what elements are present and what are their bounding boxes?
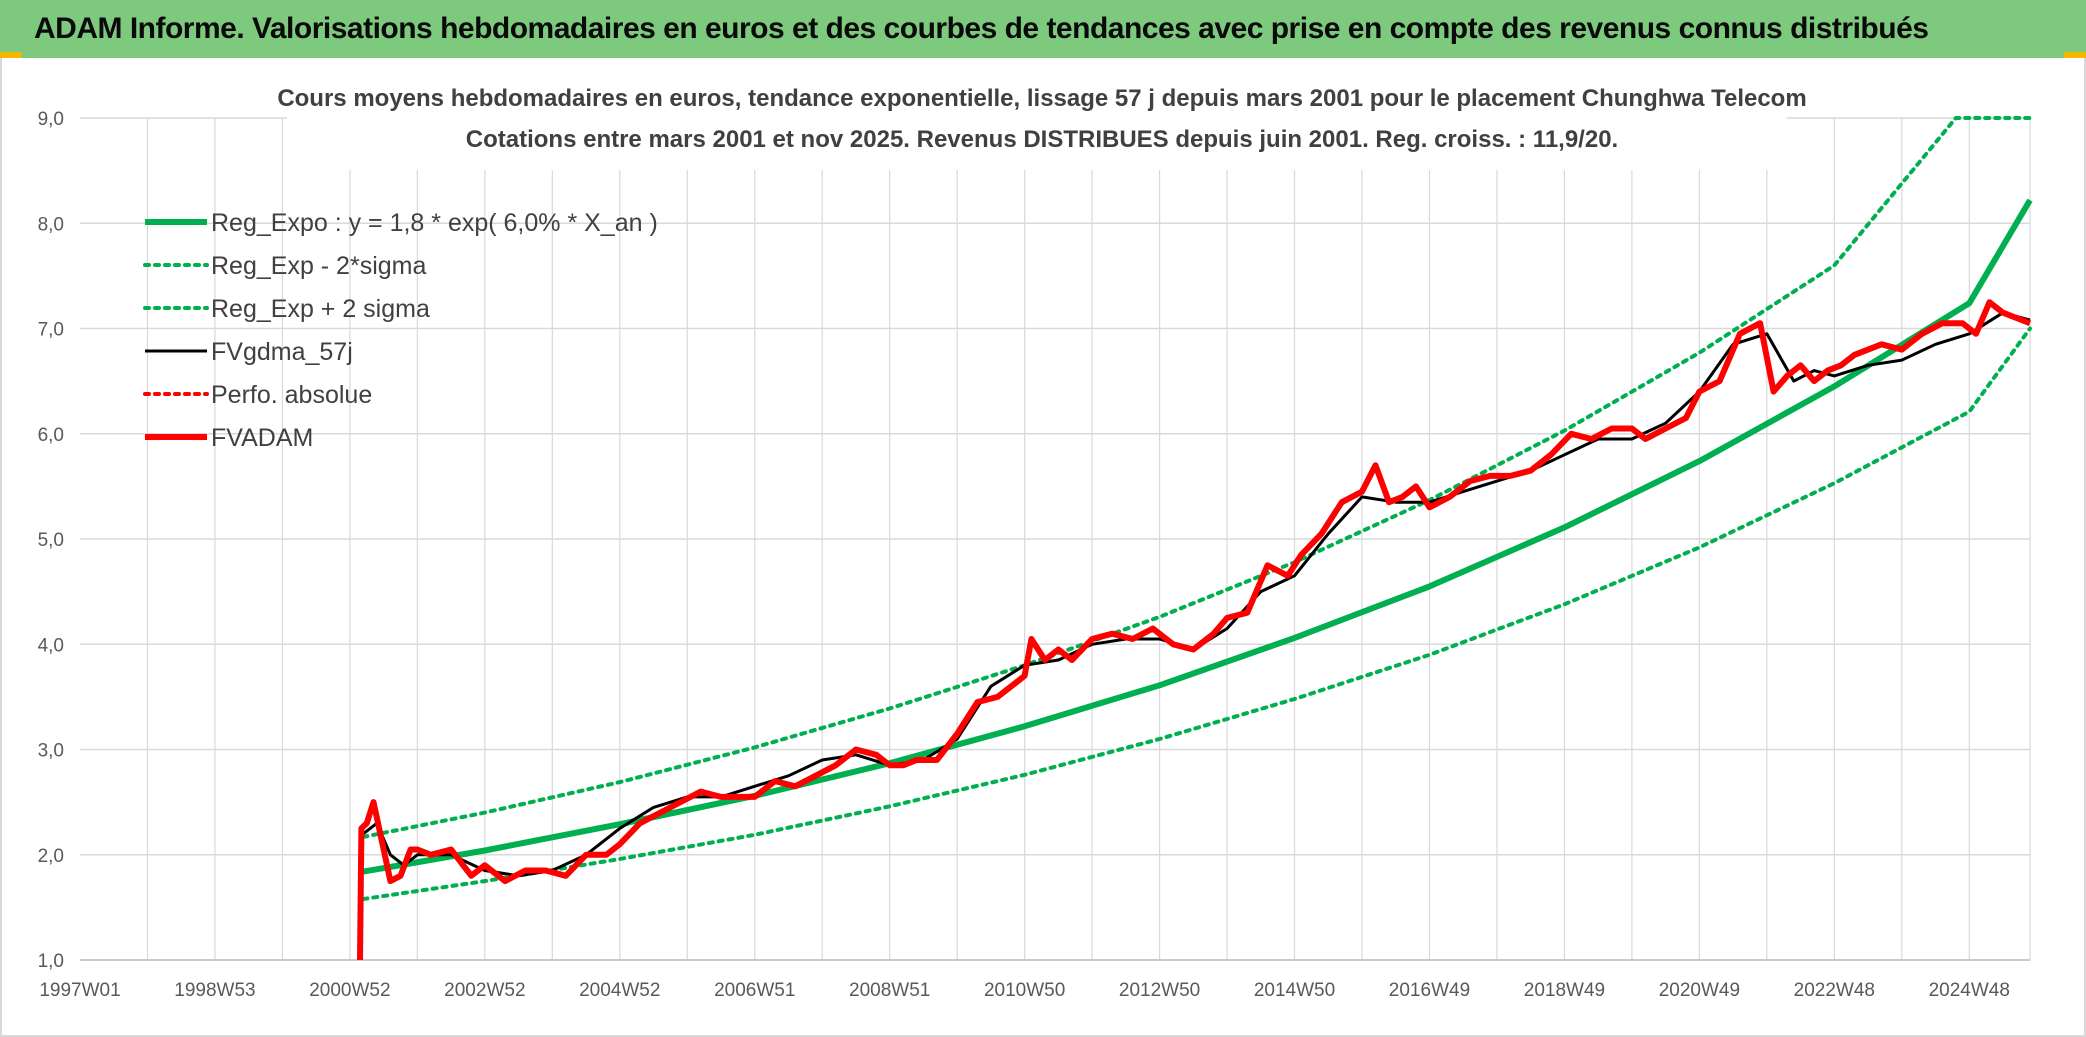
series-layer bbox=[357, 116, 2033, 961]
y-tick-label: 3,0 bbox=[38, 741, 64, 762]
series-line-3 bbox=[362, 311, 2031, 878]
series-line-5 bbox=[357, 299, 2032, 961]
legend-label: FVADAM bbox=[211, 424, 313, 452]
legend: Reg_Expo : y = 1,8 * exp( 6,0% * X_an ) R… bbox=[143, 209, 658, 452]
x-tick-label: 2022W48 bbox=[1794, 980, 1875, 1001]
chart-title-bg bbox=[287, 74, 1787, 170]
y-tick-label: 1,0 bbox=[38, 951, 64, 972]
y-tick-label: 9,0 bbox=[38, 109, 64, 130]
legend-label: FVgdma_57j bbox=[211, 338, 353, 366]
header-accent-left bbox=[0, 52, 22, 58]
x-tick-label: 2000W52 bbox=[309, 980, 390, 1001]
y-tick-label: 5,0 bbox=[38, 530, 64, 551]
header-accent-right bbox=[2064, 52, 2086, 58]
x-tick-label: 2006W51 bbox=[714, 980, 795, 1001]
series-line-1 bbox=[361, 326, 2032, 901]
x-tick-label: 2012W50 bbox=[1119, 980, 1200, 1001]
x-tick-label: 2008W51 bbox=[849, 980, 930, 1001]
chart-title-line2: Cotations entre mars 2001 et nov 2025. R… bbox=[466, 126, 1618, 153]
x-tick-label: 2010W50 bbox=[984, 980, 1065, 1001]
chart-title-line1: Cours moyens hebdomadaires en euros, ten… bbox=[277, 85, 1806, 112]
legend-label: Reg_Exp - 2*sigma bbox=[211, 252, 426, 280]
x-tick-label: 1997W01 bbox=[39, 980, 120, 1001]
x-tick-label: 2024W48 bbox=[1929, 980, 2010, 1001]
y-tick-label: 2,0 bbox=[38, 846, 64, 867]
x-tick-label: 2016W49 bbox=[1389, 980, 1470, 1001]
x-tick-label: 2002W52 bbox=[444, 980, 525, 1001]
chart-frame: 1,0 2,0 3,0 4,0 5,0 6,0 7,0 8,0 9,0 1997W01 1998W5… bbox=[0, 58, 2086, 1037]
x-tick-label: 1998W53 bbox=[174, 980, 255, 1001]
axes: 1,0 2,0 3,0 4,0 5,0 6,0 7,0 8,0 9,0 1997W01 1998W5… bbox=[38, 109, 2030, 1001]
y-tick-label: 8,0 bbox=[38, 214, 64, 235]
legend-label: Perfo. absolue bbox=[211, 381, 372, 409]
legend-label: Reg_Exp + 2 sigma bbox=[211, 295, 430, 323]
y-tick-label: 4,0 bbox=[38, 635, 64, 656]
page-title: ADAM Informe. Valorisations hebdomadaire… bbox=[34, 12, 1929, 45]
x-tick-label: 2014W50 bbox=[1254, 980, 1335, 1001]
x-tick-label: 2020W49 bbox=[1659, 980, 1740, 1001]
grid-lines bbox=[80, 117, 2031, 961]
chart-svg: 1,0 2,0 3,0 4,0 5,0 6,0 7,0 8,0 9,0 1997W01 1998W5… bbox=[38, 74, 2033, 1001]
x-tick-label: 2018W49 bbox=[1524, 980, 1605, 1001]
y-tick-label: 6,0 bbox=[38, 425, 64, 446]
series-line-2 bbox=[361, 116, 2032, 839]
y-tick-label: 7,0 bbox=[38, 320, 64, 341]
chart-titles: Cours moyens hebdomadaires en euros, ten… bbox=[277, 74, 1807, 170]
x-tick-label: 2004W52 bbox=[579, 980, 660, 1001]
legend-label: Reg_Expo : y = 1,8 * exp( 6,0% * X_an ) bbox=[211, 209, 658, 237]
header-bar: ADAM Informe. Valorisations hebdomadaire… bbox=[0, 0, 2086, 58]
